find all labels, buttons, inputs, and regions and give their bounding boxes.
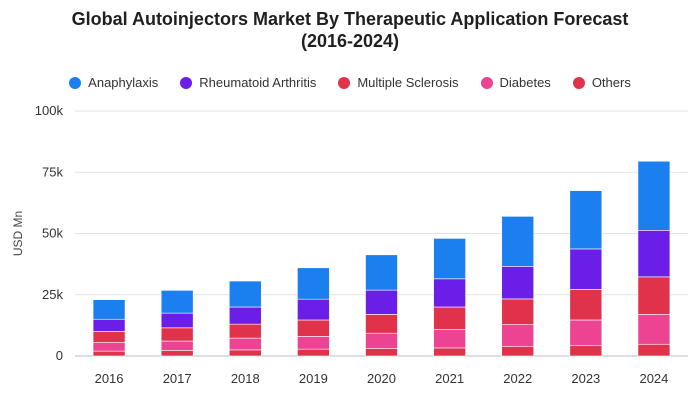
y-tick-label: 50k xyxy=(42,226,63,241)
legend-label: Diabetes xyxy=(499,75,551,90)
x-tick-label: 2017 xyxy=(163,371,192,386)
bar-others-2019[interactable] xyxy=(297,348,330,357)
bar-rheumatoid-arthritis-2023[interactable] xyxy=(569,248,603,290)
bar-others-2024[interactable] xyxy=(637,343,671,357)
bar-rheumatoid-arthritis-2017[interactable] xyxy=(160,312,194,329)
bar-rheumatoid-arthritis-2018[interactable] xyxy=(228,306,262,325)
bar-anaphylaxis-2020[interactable] xyxy=(365,254,398,291)
bar-diabetes-2020[interactable] xyxy=(365,332,398,349)
bar-anaphylaxis-2017[interactable] xyxy=(160,290,194,314)
legend-item-anaphylaxis[interactable]: Anaphylaxis xyxy=(69,75,158,90)
y-tick-label: 0 xyxy=(56,348,63,363)
bar-diabetes-2022[interactable] xyxy=(501,324,535,347)
bar-anaphylaxis-2021[interactable] xyxy=(433,238,466,280)
bar-others-2023[interactable] xyxy=(569,345,603,357)
legend-swatch xyxy=(69,76,82,89)
bar-multiple-sclerosis-2021[interactable] xyxy=(433,306,466,330)
bar-others-2021[interactable] xyxy=(433,347,466,357)
bar-anaphylaxis-2024[interactable] xyxy=(637,160,671,231)
bar-others-2016[interactable] xyxy=(92,350,126,357)
x-tick-label: 2023 xyxy=(571,371,600,386)
x-tick-label: 2022 xyxy=(503,371,532,386)
bar-rheumatoid-arthritis-2024[interactable] xyxy=(637,230,671,278)
bar-others-2022[interactable] xyxy=(501,346,535,357)
x-tick-label: 2016 xyxy=(95,371,124,386)
bar-anaphylaxis-2022[interactable] xyxy=(501,216,535,267)
bar-rheumatoid-arthritis-2020[interactable] xyxy=(365,289,398,315)
bar-diabetes-2016[interactable] xyxy=(92,342,126,352)
bar-multiple-sclerosis-2024[interactable] xyxy=(637,276,671,315)
bar-diabetes-2017[interactable] xyxy=(160,340,194,351)
legend-swatch xyxy=(572,76,585,89)
bar-diabetes-2023[interactable] xyxy=(569,319,603,347)
legend: Anaphylaxis Rheumatoid Arthritis Multiple … xyxy=(0,75,700,90)
legend-item-rheumatoid-arthritis[interactable]: Rheumatoid Arthritis xyxy=(180,75,316,90)
legend-label: Rheumatoid Arthritis xyxy=(199,75,317,90)
bar-anaphylaxis-2016[interactable] xyxy=(92,299,126,320)
x-tick-label: 2018 xyxy=(231,371,260,386)
legend-label: Others xyxy=(591,75,631,90)
x-tick-label: 2020 xyxy=(367,371,396,386)
bar-anaphylaxis-2019[interactable] xyxy=(297,267,330,300)
bar-rheumatoid-arthritis-2016[interactable] xyxy=(92,318,126,332)
legend-item-multiple-sclerosis[interactable]: Multiple Sclerosis xyxy=(338,75,459,90)
x-tick-label: 2019 xyxy=(299,371,328,386)
bar-others-2020[interactable] xyxy=(365,348,398,357)
legend-item-others[interactable]: Others xyxy=(572,75,631,90)
bar-anaphylaxis-2023[interactable] xyxy=(569,190,603,250)
bar-multiple-sclerosis-2018[interactable] xyxy=(228,323,262,339)
y-tick-label: 25k xyxy=(42,287,63,302)
chart-title: Global Autoinjectors Market By Therapeut… xyxy=(71,9,629,51)
bar-diabetes-2024[interactable] xyxy=(637,314,671,345)
bar-others-2018[interactable] xyxy=(228,349,262,357)
legend-label: Anaphylaxis xyxy=(88,75,159,90)
legend-label: Multiple Sclerosis xyxy=(357,75,459,90)
legend-item-diabetes[interactable]: Diabetes xyxy=(480,75,551,90)
legend-swatch xyxy=(180,76,193,89)
bar-multiple-sclerosis-2023[interactable] xyxy=(569,289,603,321)
bar-multiple-sclerosis-2020[interactable] xyxy=(365,314,398,334)
bar-diabetes-2021[interactable] xyxy=(433,329,466,349)
bar-diabetes-2019[interactable] xyxy=(297,336,330,350)
bar-multiple-sclerosis-2017[interactable] xyxy=(160,327,194,342)
bar-multiple-sclerosis-2022[interactable] xyxy=(501,298,535,325)
bar-diabetes-2018[interactable] xyxy=(228,337,262,351)
bar-rheumatoid-arthritis-2019[interactable] xyxy=(297,298,330,321)
bar-multiple-sclerosis-2019[interactable] xyxy=(297,319,330,337)
bar-others-2017[interactable] xyxy=(160,350,194,357)
y-tick-label: 100k xyxy=(35,103,64,118)
bar-rheumatoid-arthritis-2022[interactable] xyxy=(501,266,535,300)
bar-anaphylaxis-2018[interactable] xyxy=(228,280,262,308)
y-tick-label: 75k xyxy=(42,164,63,179)
legend-swatch xyxy=(338,76,351,89)
x-tick-label: 2021 xyxy=(435,371,464,386)
y-axis-label: USD Mn xyxy=(11,211,25,256)
x-tick-label: 2024 xyxy=(639,371,668,386)
bar-rheumatoid-arthritis-2021[interactable] xyxy=(433,278,466,308)
legend-swatch xyxy=(480,76,493,89)
bar-multiple-sclerosis-2016[interactable] xyxy=(92,331,126,343)
